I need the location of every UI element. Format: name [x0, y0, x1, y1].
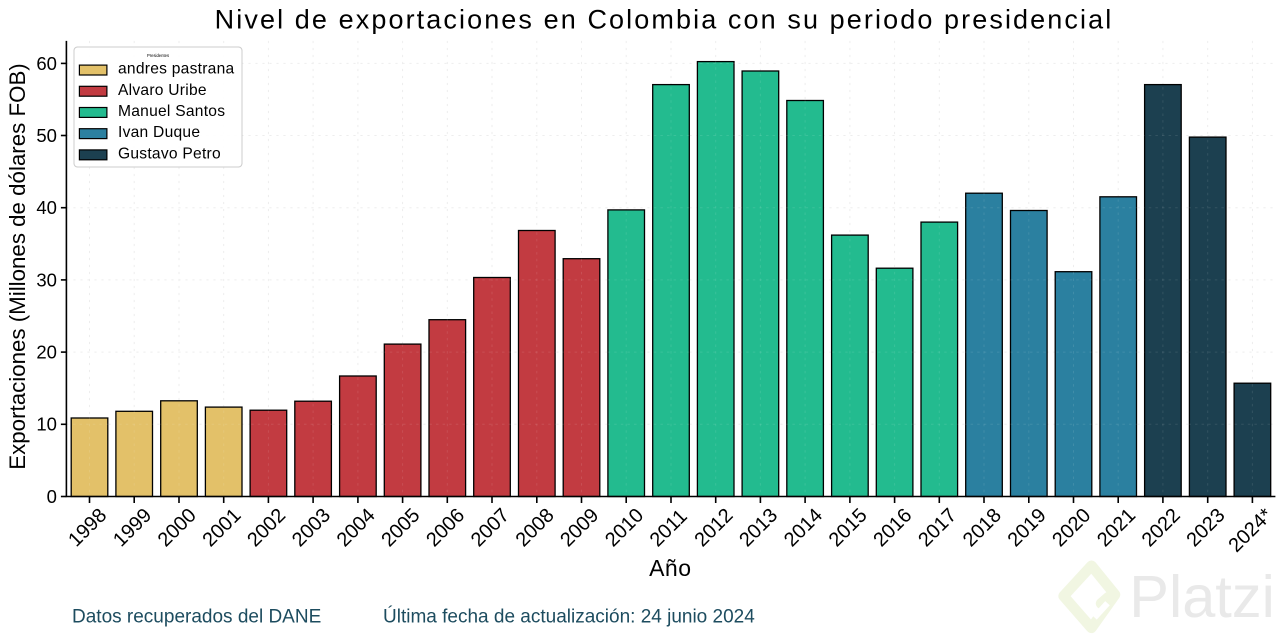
svg-text:Nivel de exportaciones en Colo: Nivel de exportaciones en Colombia con s… — [215, 5, 1114, 35]
svg-text:andres pastrana: andres pastrana — [118, 61, 235, 78]
svg-text:0: 0 — [47, 486, 57, 507]
svg-text:Datos recuperados del DANE: Datos recuperados del DANE — [72, 607, 321, 628]
svg-text:Presidentes: Presidentes — [147, 53, 169, 58]
svg-text:Última fecha de actualización:: Última fecha de actualización: 24 junio … — [383, 606, 755, 628]
svg-text:10: 10 — [36, 414, 57, 435]
svg-text:Ivan Duque: Ivan Duque — [118, 124, 200, 141]
svg-text:Manuel Santos: Manuel Santos — [118, 103, 225, 120]
svg-text:40: 40 — [36, 197, 57, 218]
svg-text:Exportaciones (Millones de dól: Exportaciones (Millones de dólares FOB) — [5, 63, 30, 469]
svg-text:60: 60 — [36, 53, 57, 74]
svg-text:30: 30 — [36, 269, 57, 290]
svg-text:20: 20 — [36, 342, 57, 363]
svg-text:Alvaro Uribe: Alvaro Uribe — [118, 82, 207, 99]
svg-text:Año: Año — [649, 555, 691, 581]
svg-text:Gustavo Petro: Gustavo Petro — [118, 145, 221, 162]
svg-text:50: 50 — [36, 125, 57, 146]
svg-text:Platzi: Platzi — [1129, 563, 1275, 630]
